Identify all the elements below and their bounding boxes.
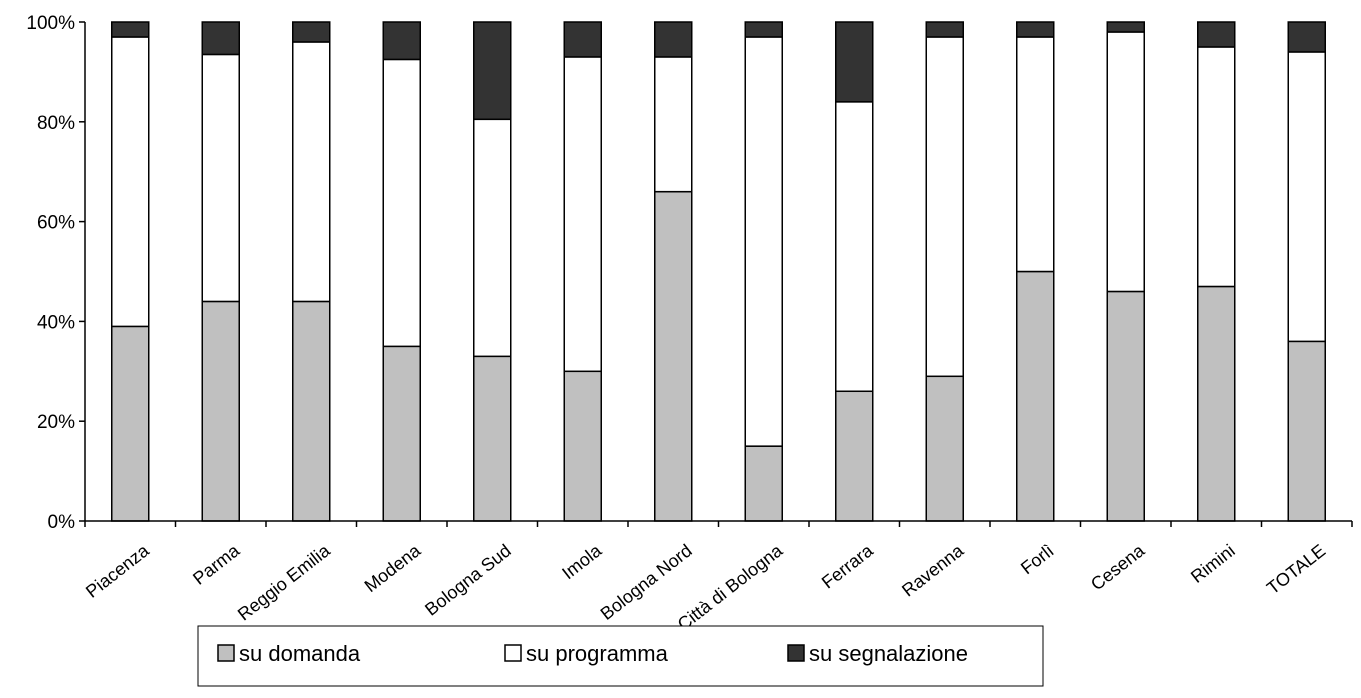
y-tick-label: 100% (26, 13, 75, 34)
bar-segment-su-segnalazione-citta-di-bologna (744, 21, 783, 38)
bar-segment-su-segnalazione-rimini (1197, 21, 1236, 48)
category-label-rimini: Rimini (1187, 540, 1239, 587)
bar-segment-su-domanda-forli (1016, 270, 1055, 522)
bar-segment-su-programma-bologna-sud (473, 118, 512, 358)
bar-segment-su-segnalazione-parma (201, 21, 240, 56)
bar-segment-su-programma-citta-di-bologna (744, 36, 783, 447)
bars-layer (111, 21, 1326, 522)
bar-segment-su-segnalazione-ravenna (925, 21, 964, 38)
bar-segment-su-programma-ferrara (835, 101, 874, 393)
bar-segment-su-domanda-parma (201, 300, 240, 522)
category-label-piacenza: Piacenza (82, 540, 153, 602)
bar-segment-su-programma-parma (201, 53, 240, 303)
y-tick-label: 80% (37, 113, 75, 134)
bar-segment-su-segnalazione-bologna-sud (473, 21, 512, 121)
bar-segment-su-domanda-ravenna (925, 375, 964, 522)
bar-segment-su-programma-modena (382, 58, 421, 348)
legend-label-su-programma: su programma (526, 641, 669, 666)
bar-segment-su-segnalazione-ferrara (835, 21, 874, 103)
bar-segment-su-programma-reggio-emilia (292, 41, 331, 303)
bar-segment-su-programma-imola (563, 56, 602, 373)
bar-segment-su-segnalazione-piacenza (111, 21, 150, 38)
legend-swatch-su-domanda (217, 644, 235, 662)
bar-segment-su-domanda-bologna-nord (654, 190, 693, 522)
bar-segment-su-domanda-piacenza (111, 325, 150, 522)
bar-segment-su-programma-bologna-nord (654, 56, 693, 193)
bar-segment-su-programma-forli (1016, 36, 1055, 273)
bar-segment-su-segnalazione-bologna-nord (654, 21, 693, 58)
bar-segment-su-domanda-modena (382, 345, 421, 522)
category-label-bologna-sud: Bologna Sud (421, 540, 515, 619)
category-label-bologna-nord: Bologna Nord (597, 540, 696, 624)
axes-layer (79, 21, 1353, 527)
bar-segment-su-domanda-citta-di-bologna (744, 445, 783, 522)
category-label-cesena: Cesena (1087, 540, 1149, 595)
bar-segment-su-segnalazione-reggio-emilia (292, 21, 331, 43)
bar-segment-su-domanda-rimini (1197, 285, 1236, 522)
category-label-ferrara: Ferrara (818, 540, 878, 593)
legend-label-su-domanda: su domanda (239, 641, 361, 666)
category-label-forli: Forlì (1017, 540, 1058, 578)
bar-segment-su-programma-totale (1287, 51, 1326, 343)
bar-segment-su-programma-ravenna (925, 36, 964, 378)
category-label-parma: Parma (189, 540, 244, 589)
bar-segment-su-segnalazione-totale (1287, 21, 1326, 53)
bar-segment-su-domanda-totale (1287, 340, 1326, 522)
legend-swatch-su-segnalazione (787, 644, 805, 662)
category-label-totale: TOTALE (1263, 540, 1329, 598)
category-label-imola: Imola (558, 540, 606, 583)
bar-segment-su-programma-piacenza (111, 36, 150, 328)
bar-segment-su-programma-cesena (1106, 31, 1145, 293)
bar-segment-su-domanda-bologna-sud (473, 355, 512, 522)
bar-segment-su-domanda-reggio-emilia (292, 300, 331, 522)
y-tick-label: 0% (48, 512, 76, 533)
category-label-reggio-emilia: Reggio Emilia (234, 540, 335, 625)
bar-segment-su-domanda-ferrara (835, 390, 874, 522)
y-tick-label: 20% (37, 412, 75, 433)
y-tick-label: 40% (37, 312, 75, 333)
legend: su domanda su programma su segnalazione (197, 625, 1044, 687)
legend-label-su-segnalazione: su segnalazione (809, 641, 968, 666)
bar-segment-su-segnalazione-cesena (1106, 21, 1145, 33)
bar-segment-su-segnalazione-modena (382, 21, 421, 61)
y-tick-label: 60% (37, 213, 75, 234)
category-label-modena: Modena (361, 540, 425, 596)
bar-segment-su-programma-rimini (1197, 46, 1236, 288)
bar-segment-su-domanda-imola (563, 370, 602, 522)
legend-box (197, 625, 1044, 687)
bar-segment-su-domanda-cesena (1106, 290, 1145, 522)
category-label-ravenna: Ravenna (898, 540, 968, 601)
bar-segment-su-segnalazione-imola (563, 21, 602, 58)
bar-segment-su-segnalazione-forli (1016, 21, 1055, 38)
legend-swatch-su-programma (504, 644, 522, 662)
